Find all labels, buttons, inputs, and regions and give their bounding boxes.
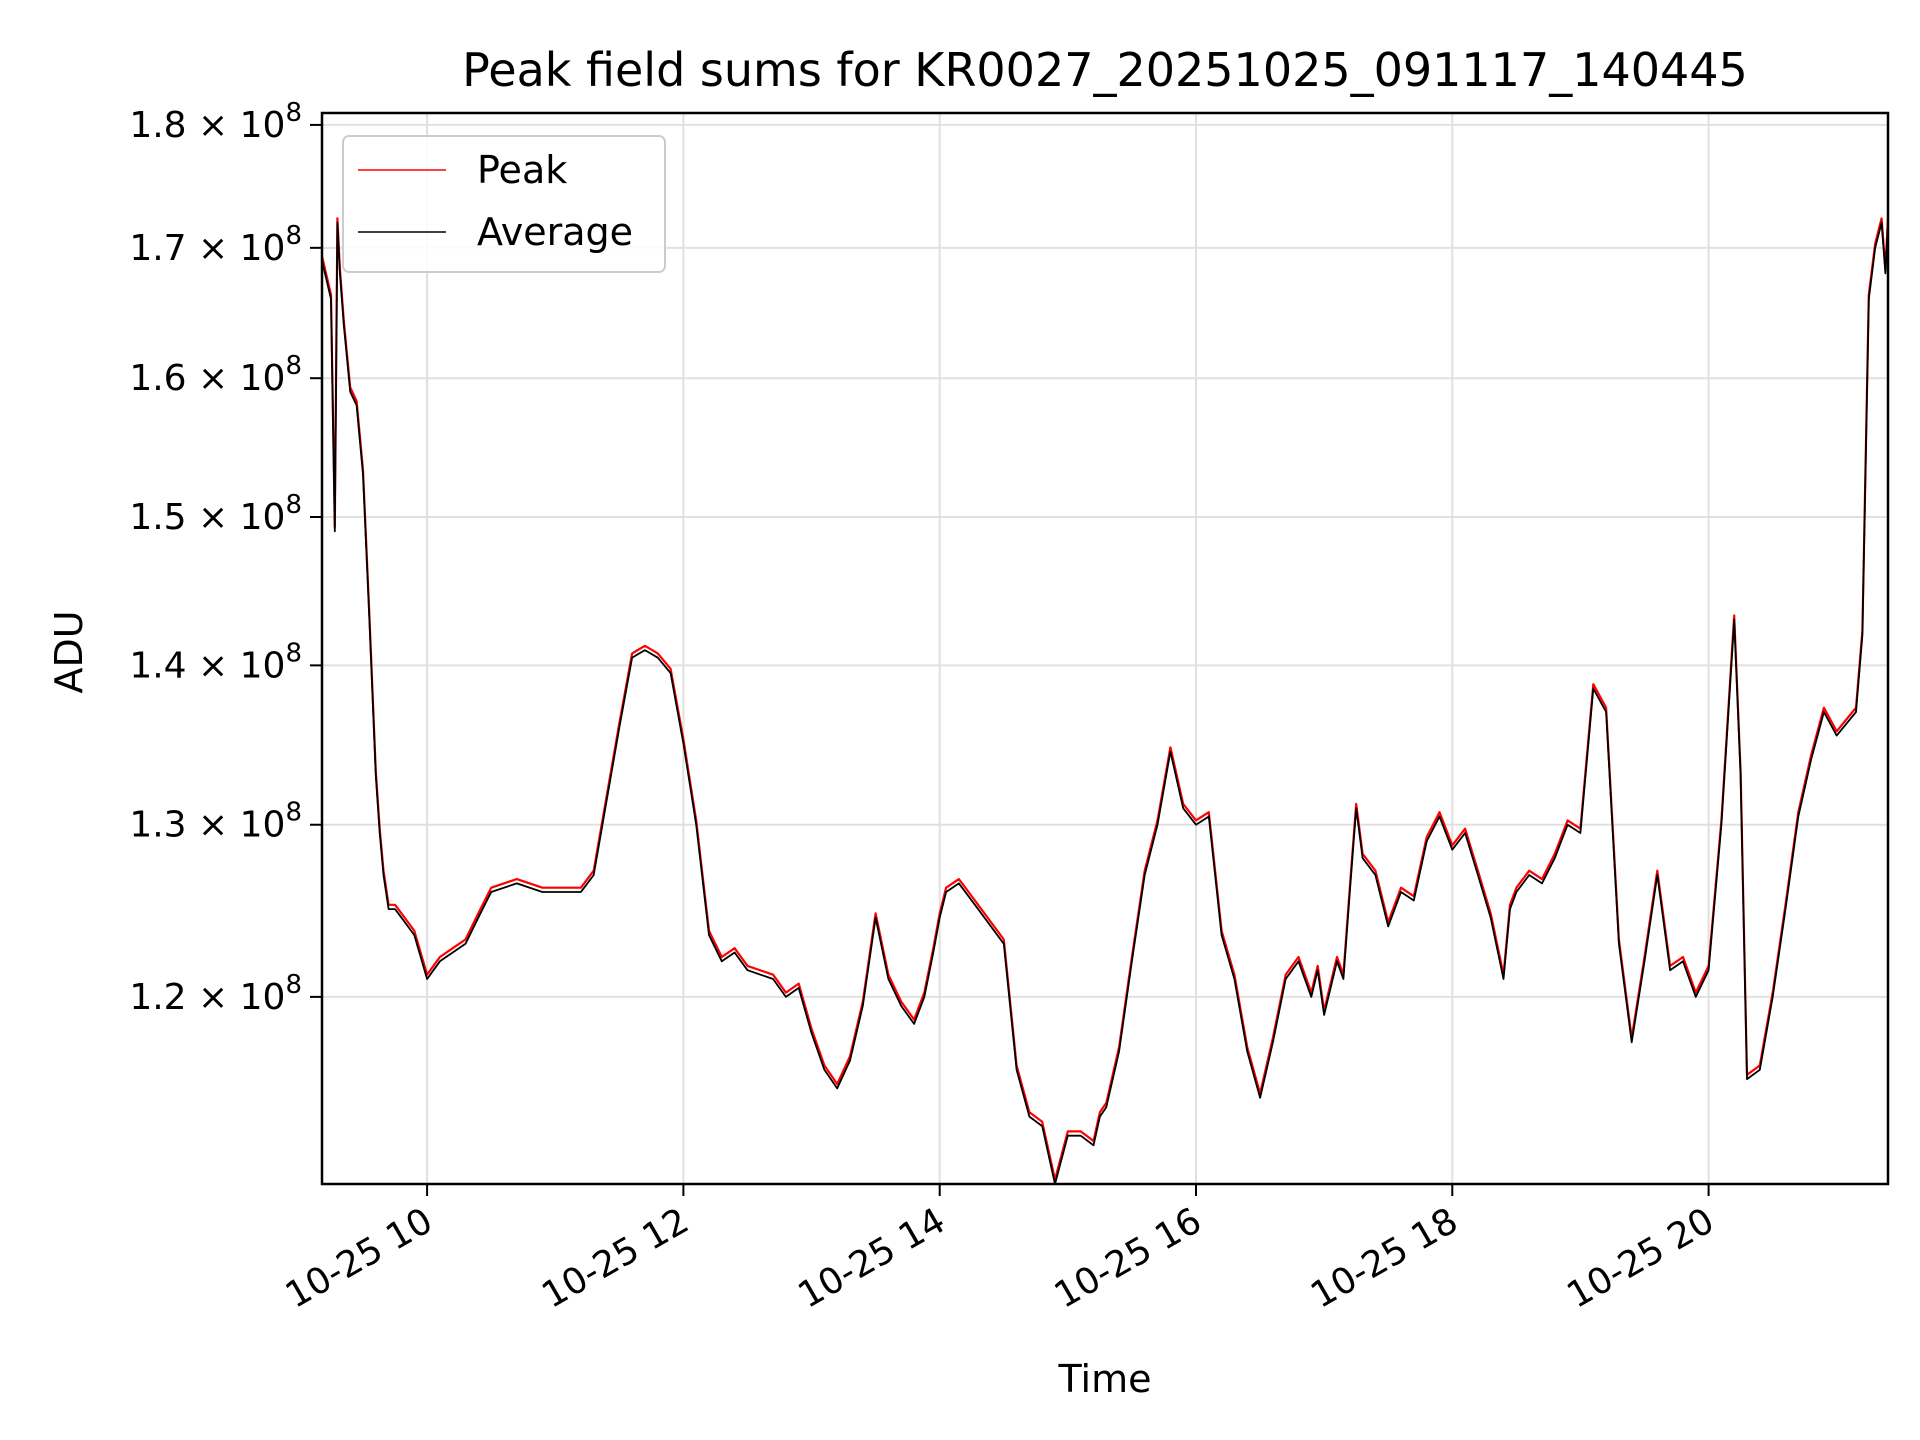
y-tick-label: 1.6 × 108 — [129, 351, 302, 399]
x-tick-label: 10-25 12 — [535, 1200, 696, 1316]
y-tick-label: 1.3 × 108 — [129, 798, 302, 846]
y-tick-label: 1.7 × 108 — [129, 221, 302, 269]
series-line-average — [321, 221, 1889, 1185]
series-layer — [320, 217, 1890, 1185]
x-tick-label: 10-25 18 — [1304, 1200, 1465, 1316]
chart-title: Peak field sums for KR0027_20251025_0911… — [462, 43, 1748, 97]
legend-label-average: Average — [477, 210, 633, 254]
tick-layer: 10-25 10 10-25 12 10-25 14 10-25 16 10-25 18… — [129, 98, 1721, 1317]
y-axis-label: ADU — [47, 610, 91, 693]
legend: Peak Average — [342, 135, 666, 273]
x-tick-label: 10-25 16 — [1048, 1200, 1209, 1316]
grid-layer — [322, 113, 1888, 1184]
x-tick-label: 10-25 10 — [279, 1200, 440, 1316]
x-tick-label: 10-25 14 — [792, 1200, 953, 1316]
legend-label-peak: Peak — [477, 148, 567, 192]
x-axis-label: Time — [1058, 1357, 1152, 1401]
x-tick-label: 10-25 20 — [1560, 1200, 1721, 1316]
y-tick-label: 1.8 × 108 — [129, 98, 302, 146]
y-tick-label: 1.4 × 108 — [129, 638, 302, 686]
y-tick-label: 1.2 × 108 — [129, 970, 302, 1018]
series-line-peak — [320, 217, 1890, 1181]
y-tick-label: 1.5 × 108 — [129, 490, 302, 538]
plot-frame — [320, 111, 1890, 1186]
